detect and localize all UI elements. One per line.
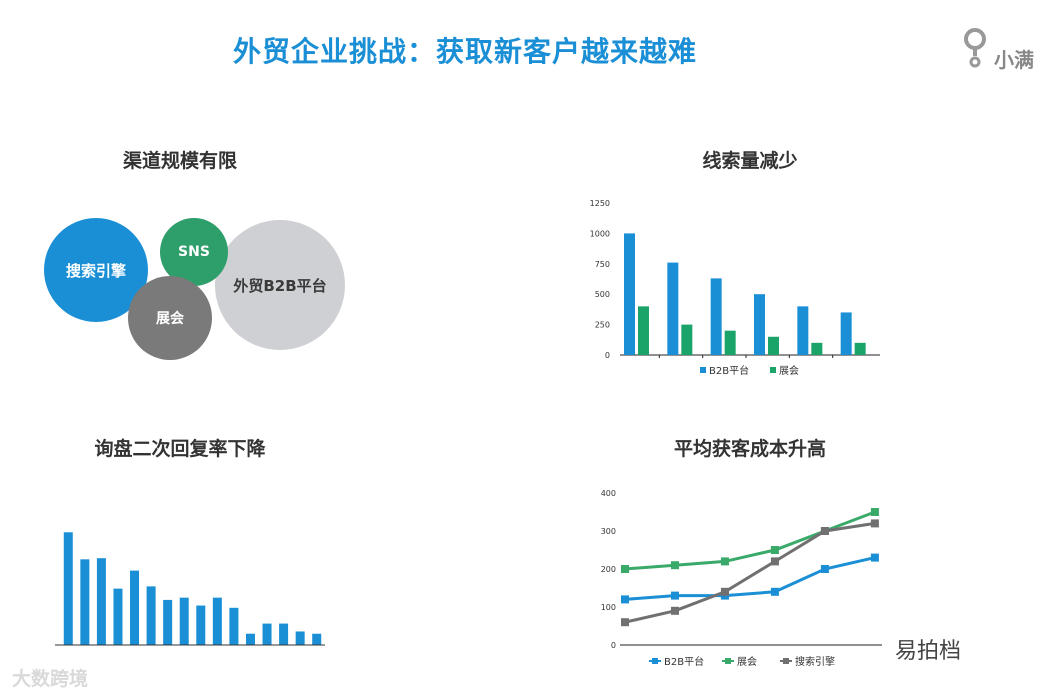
bar-b2b-1 [667,262,679,355]
series-0-point-3 [770,587,779,596]
series-0-point-5 [870,553,879,562]
reply-bar-15 [312,633,322,645]
y-tick-label: 250 [595,321,610,330]
cost-section-title: 平均获客成本升高 [673,438,826,460]
bar-fair-3 [768,336,779,355]
bar-b2b-0 [624,233,635,355]
bubble-b2b-label: 外贸B2B平台 [233,276,327,295]
reply-bar-9 [212,597,222,645]
y-tick-label: 500 [595,290,610,299]
xiaoman-logo-icon [964,28,986,68]
series-2-point-4 [820,527,829,535]
bar-b2b-5 [840,312,852,355]
reply-bar-4 [130,570,140,645]
bar-fair-5 [854,342,866,355]
reply-bar-5 [146,586,156,645]
reply-bar-1 [80,559,90,645]
reply-bar-11 [245,633,255,645]
series-0-point-1 [670,591,679,600]
reply-bar-6 [163,599,173,645]
legend-label: 展会 [779,364,799,377]
bar-fair-1 [681,324,693,355]
bar-fair-2 [724,330,736,355]
series-2-point-5 [870,519,879,528]
y-tick-label: 750 [595,260,610,269]
bubble-fair-label: 展会 [156,311,184,327]
series-2-point-1 [670,606,679,615]
channel-section-title: 渠道规模有限 [122,150,237,172]
legend-label: 搜索引擎 [795,655,835,668]
bubble-sns: SNS [160,218,228,286]
series-2-point-0 [621,618,629,627]
acquisition-cost-line-chart: 0 100 200 300 400 B2B平台 展会 搜索引擎 [601,489,882,668]
reply-bar-13 [279,623,289,645]
bar-b2b-3 [754,294,765,355]
bubble-sns-label: SNS [178,244,210,260]
legend-swatch [770,367,776,373]
logo-text: 小满 [994,48,1034,72]
reply-bar-3 [113,588,123,645]
reply-section-title: 询盘二次回复率下降 [94,438,266,460]
legend-label: B2B平台 [664,655,704,668]
y-tick-label: 200 [601,565,616,574]
series-1-point-5 [870,508,879,516]
reply-bar-7 [179,597,189,645]
series-0-point-4 [820,565,829,573]
legend-swatch [725,658,731,664]
reply-rate-bar-chart [55,532,325,646]
legend-label: B2B平台 [709,364,749,377]
series-line-2 [624,521,876,624]
series-line-0 [624,556,876,601]
series-2-point-3 [770,557,779,566]
watermark-left: 大数跨境 [12,668,89,690]
y-tick-label: 0 [611,641,616,650]
bar-b2b-4 [797,306,809,355]
reply-bar-10 [229,607,239,645]
series-1-point-0 [621,565,629,573]
y-tick-label: 0 [605,351,610,360]
watermark-right: 易拍档 [895,639,962,664]
y-tick-label: 1250 [590,199,610,208]
reply-bar-12 [262,623,272,645]
y-tick-label: 1000 [590,229,610,238]
series-2-point-2 [720,587,729,596]
legend-swatch [783,658,789,664]
page-title: 外贸企业挑战：获取新客户越来越难 [232,35,697,68]
reply-bar-14 [295,631,305,645]
y-tick-label: 300 [601,527,616,536]
bar-b2b-2 [710,278,722,355]
legend-label: 展会 [737,655,757,668]
legend-swatch [652,658,658,664]
leads-bar-chart: 0 250 500 750 1000 1250 B2B平台 展会 [590,199,880,377]
bubble-b2b-platform: 外贸B2B平台 [215,220,345,350]
y-tick-label: 400 [601,489,616,498]
series-line-1 [624,510,876,571]
reply-bar-0 [63,532,73,645]
reply-bar-2 [96,558,106,645]
y-tick-label: 100 [601,603,616,612]
bar-fair-4 [811,342,823,355]
series-1-point-3 [770,546,779,554]
series-0-point-0 [621,595,629,604]
bar-fair-0 [638,306,649,355]
legend-swatch [700,367,706,373]
series-1-point-2 [720,557,729,566]
leads-section-title: 线索量减少 [702,150,798,172]
bubble-search-label: 搜索引擎 [65,261,126,280]
reply-bar-8 [196,605,206,645]
series-1-point-1 [670,561,679,570]
bubble-trade-fair: 展会 [128,276,212,360]
